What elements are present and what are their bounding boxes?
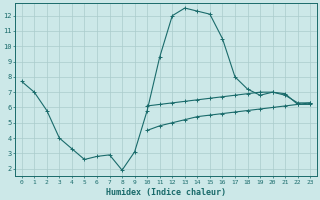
X-axis label: Humidex (Indice chaleur): Humidex (Indice chaleur) [106, 188, 226, 197]
